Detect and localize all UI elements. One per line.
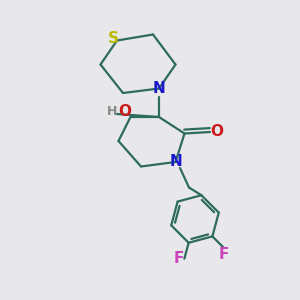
Text: N: N: [170, 154, 182, 169]
Text: N: N: [153, 81, 165, 96]
Text: F: F: [174, 251, 184, 266]
Text: O: O: [118, 104, 131, 119]
Text: O: O: [210, 124, 223, 140]
Text: S: S: [108, 32, 119, 46]
Text: F: F: [219, 247, 229, 262]
Text: H: H: [107, 105, 118, 118]
